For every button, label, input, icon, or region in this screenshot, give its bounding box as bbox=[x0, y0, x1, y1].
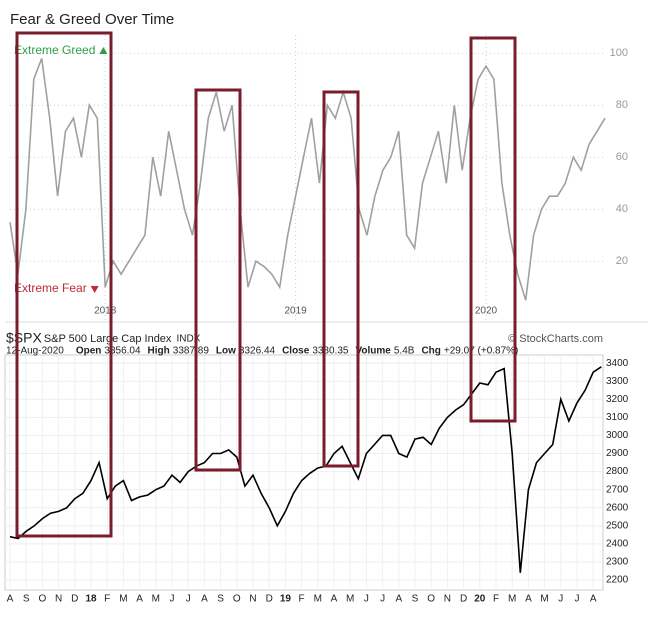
x-tick-label: M bbox=[119, 594, 127, 605]
y-tick-label: 3400 bbox=[606, 358, 629, 369]
highlight-boxes bbox=[15, 31, 517, 538]
x-tick-label: 2018 bbox=[94, 306, 117, 317]
x-tick-label: N bbox=[55, 594, 62, 605]
x-tick-label: D bbox=[460, 594, 467, 605]
quote-value: +29.07 (+0.87%) bbox=[444, 346, 519, 357]
x-tick-label: 2019 bbox=[284, 306, 307, 317]
x-tick-label: A bbox=[201, 594, 208, 605]
chart-title: Fear & Greed Over Time bbox=[10, 11, 174, 28]
data-line bbox=[9, 58, 606, 301]
x-tick-label: A bbox=[331, 594, 338, 605]
x-tick-label: D bbox=[266, 594, 273, 605]
y-tick-label: 60 bbox=[616, 151, 628, 163]
y-tick-label: 2800 bbox=[606, 466, 629, 477]
annotation: Extreme Fear bbox=[14, 281, 87, 295]
plot-frame bbox=[4, 354, 604, 591]
x-tick-label: A bbox=[525, 594, 532, 605]
x-tick-label: M bbox=[346, 594, 354, 605]
highlight-box bbox=[469, 36, 517, 423]
data-line bbox=[9, 366, 602, 573]
highlight-box bbox=[194, 88, 242, 472]
x-tick-label: 2020 bbox=[475, 306, 498, 317]
quote-label: Close bbox=[282, 346, 310, 357]
x-tick-label: A bbox=[395, 594, 402, 605]
y-tick-label: 3300 bbox=[606, 376, 629, 387]
x-tick-label: D bbox=[71, 594, 78, 605]
y-tick-label: 2900 bbox=[606, 448, 629, 459]
index-name: S&P 500 Large Cap Index bbox=[44, 333, 172, 345]
y-tick-label: 2500 bbox=[606, 520, 629, 531]
highlight-box bbox=[322, 90, 360, 468]
x-tick-label: N bbox=[249, 594, 256, 605]
quote-value: 3380.35 bbox=[312, 346, 349, 357]
y-tick-label: 80 bbox=[616, 99, 628, 111]
x-tick-label: O bbox=[233, 594, 241, 605]
x-tick-label: 19 bbox=[280, 594, 292, 605]
x-tick-label: 18 bbox=[85, 594, 97, 605]
y-tick-label: 3200 bbox=[606, 394, 629, 405]
highlight-box bbox=[15, 31, 113, 538]
symbol: $SPX bbox=[6, 330, 42, 346]
y-tick-label: 20 bbox=[616, 255, 628, 267]
x-tick-label: A bbox=[136, 594, 143, 605]
quote-label: High bbox=[148, 346, 170, 357]
greed-marker bbox=[99, 47, 108, 54]
y-tick-label: 3000 bbox=[606, 430, 629, 441]
x-tick-label: J bbox=[575, 594, 580, 605]
quote-label: Low bbox=[216, 346, 236, 357]
annotation: Extreme Greed bbox=[14, 43, 95, 57]
quote-value: 5.4B bbox=[394, 346, 415, 357]
x-tick-label: O bbox=[39, 594, 47, 605]
x-tick-label: S bbox=[217, 594, 224, 605]
x-tick-label: J bbox=[558, 594, 563, 605]
x-tick-label: S bbox=[23, 594, 30, 605]
x-tick-label: J bbox=[186, 594, 191, 605]
y-tick-label: 40 bbox=[616, 203, 628, 215]
y-tick-label: 2200 bbox=[606, 575, 629, 586]
x-tick-label: A bbox=[7, 594, 14, 605]
exchange: INDX bbox=[176, 334, 200, 345]
x-tick-label: 20 bbox=[474, 594, 486, 605]
y-tick-label: 2300 bbox=[606, 557, 629, 568]
quote-label: Volume bbox=[355, 346, 391, 357]
y-tick-label: 100 bbox=[610, 47, 628, 59]
x-tick-label: S bbox=[412, 594, 419, 605]
quote-label: Chg bbox=[421, 346, 440, 357]
x-tick-label: N bbox=[444, 594, 451, 605]
x-tick-label: M bbox=[314, 594, 322, 605]
x-tick-label: F bbox=[299, 594, 305, 605]
x-tick-label: M bbox=[152, 594, 160, 605]
x-tick-label: F bbox=[493, 594, 499, 605]
x-tick-label: J bbox=[170, 594, 175, 605]
x-tick-label: O bbox=[427, 594, 435, 605]
quote-label: Open bbox=[76, 346, 102, 357]
source: © StockCharts.com bbox=[508, 333, 603, 345]
x-tick-label: M bbox=[540, 594, 548, 605]
y-tick-label: 2700 bbox=[606, 484, 629, 495]
fear-marker bbox=[90, 286, 99, 293]
quote-date: 12-Aug-2020 bbox=[6, 346, 64, 357]
x-tick-label: M bbox=[508, 594, 516, 605]
y-tick-label: 2600 bbox=[606, 502, 629, 513]
x-tick-label: A bbox=[590, 594, 597, 605]
y-tick-label: 3100 bbox=[606, 412, 629, 423]
quote-value: 3387.89 bbox=[173, 346, 210, 357]
x-tick-label: J bbox=[380, 594, 385, 605]
x-tick-label: F bbox=[104, 594, 110, 605]
quote-value: 3356.04 bbox=[104, 346, 141, 357]
x-tick-label: J bbox=[364, 594, 369, 605]
quote-value: 3326.44 bbox=[239, 346, 276, 357]
y-tick-label: 2400 bbox=[606, 539, 629, 550]
